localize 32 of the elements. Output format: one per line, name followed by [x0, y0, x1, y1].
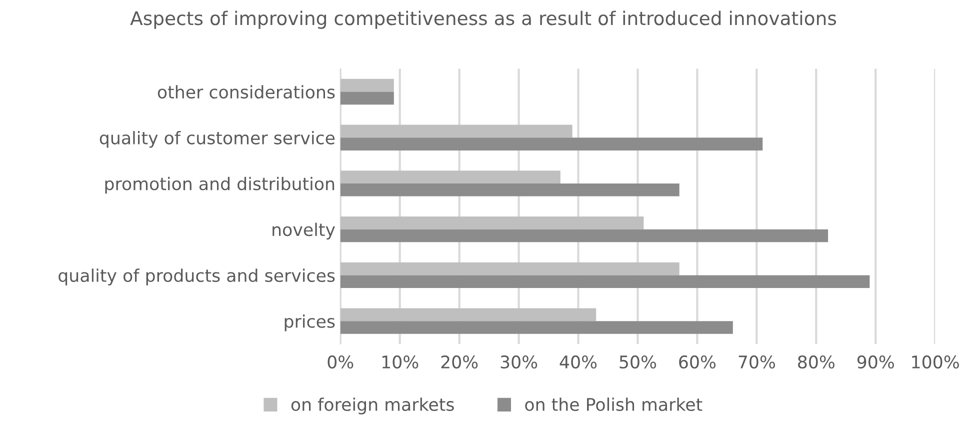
x-tick-label: 50%	[620, 355, 656, 369]
x-tick-label: 60%	[679, 355, 716, 369]
y-tick-label: prices	[284, 314, 335, 332]
y-tick-label: quality of customer service	[100, 131, 335, 148]
x-tick-label: 40%	[560, 355, 597, 369]
bar	[340, 183, 680, 196]
bar	[340, 92, 394, 105]
y-tick-label: promotion and distribution	[105, 176, 334, 194]
bar	[340, 216, 644, 230]
y-tick-label: novelty	[272, 222, 336, 240]
chart-title: Aspects of improving competitiveness as a result of introduced innovations	[130, 10, 836, 29]
x-tick-label: 30%	[500, 355, 538, 369]
legend-label: on the Polish market	[525, 398, 702, 412]
bar	[340, 138, 763, 150]
x-tick-label: 20%	[441, 355, 478, 369]
bar	[340, 229, 828, 242]
bar	[340, 124, 572, 138]
x-tick-label: 10%	[382, 355, 418, 369]
x-tick-label: 80%	[798, 355, 834, 369]
x-tick-label: 100%	[912, 355, 959, 369]
bar	[340, 262, 680, 276]
x-tick-label: 70%	[738, 355, 776, 369]
y-tick-label: quality of products and services	[58, 268, 335, 286]
bar	[340, 275, 870, 288]
y-tick-label: other considerations	[158, 85, 335, 99]
bar	[340, 308, 596, 322]
bar	[340, 321, 733, 334]
bar	[340, 170, 560, 184]
legend-label: on foreign markets	[291, 398, 454, 414]
x-tick-label: 90%	[857, 355, 894, 369]
x-tick-label: 0%	[328, 355, 354, 369]
bar	[340, 78, 394, 92]
